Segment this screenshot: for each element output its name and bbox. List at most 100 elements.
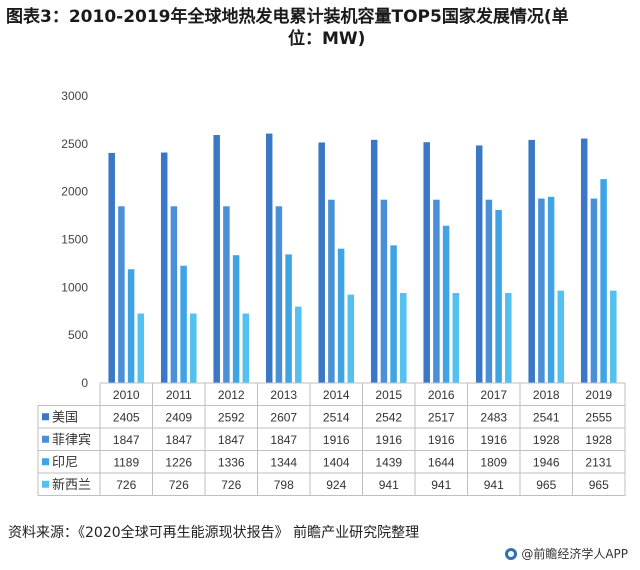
- bar-4-2016: [452, 292, 460, 383]
- bar-4-2019: [610, 290, 617, 383]
- data-label: 941: [379, 478, 399, 492]
- bar-3-2011: [180, 265, 187, 383]
- bar-4-2010: [137, 313, 145, 383]
- data-label: 1847: [218, 433, 245, 447]
- data-label: 2542: [375, 411, 402, 425]
- brand-logo-icon: [505, 547, 518, 560]
- data-label: 1226: [165, 456, 192, 470]
- bar-3-2010: [127, 269, 135, 383]
- data-label: 2555: [585, 411, 612, 425]
- category-label: 2017: [480, 388, 507, 402]
- category-label: 2015: [375, 388, 402, 402]
- bar-3-2018: [547, 196, 555, 383]
- bar-4-2013: [295, 306, 302, 383]
- bar-2-2019: [590, 198, 598, 383]
- data-label: 1344: [270, 456, 297, 470]
- chart-title-line2: 位：MW): [288, 29, 366, 49]
- bar-3-2012: [232, 255, 240, 383]
- bar-1-2013: [265, 133, 273, 383]
- category-label: 2013: [270, 388, 297, 402]
- category-label: 2014: [323, 388, 350, 402]
- category-label: 2018: [533, 388, 560, 402]
- data-label: 2514: [323, 411, 350, 425]
- y-tick-label: 2500: [61, 137, 88, 151]
- bar-1-2018: [528, 139, 535, 383]
- y-tick-label: 1000: [61, 280, 88, 294]
- data-label: 941: [484, 478, 504, 492]
- y-tick-label: 500: [68, 328, 88, 342]
- data-label: 965: [536, 478, 556, 492]
- data-label: 2483: [480, 411, 507, 425]
- data-label: 1336: [218, 456, 245, 470]
- legend-label: 菲律宾: [52, 432, 91, 448]
- legend-label: 新西兰: [52, 477, 91, 493]
- category-label: 2019: [585, 388, 612, 402]
- data-label: 924: [326, 478, 346, 492]
- bar-2-2013: [275, 206, 283, 383]
- brand-label: @前瞻经济学人APP: [521, 547, 628, 561]
- data-label: 1916: [323, 433, 350, 447]
- bar-3-2015: [390, 245, 397, 383]
- legend-swatch: [42, 413, 49, 421]
- bar-3-2016: [442, 225, 450, 383]
- data-label: 1916: [428, 433, 455, 447]
- legend-swatch: [42, 435, 49, 443]
- data-label: 1644: [428, 456, 455, 470]
- data-label: 1439: [375, 456, 402, 470]
- data-label: 965: [589, 478, 609, 492]
- bar-2-2017: [485, 199, 493, 383]
- bar-2-2012: [223, 206, 230, 383]
- bar-3-2019: [600, 179, 607, 383]
- category-label: 2012: [218, 388, 245, 402]
- bar-3-2013: [285, 254, 292, 383]
- data-label: 1809: [480, 456, 507, 470]
- bar-2-2014: [328, 199, 335, 383]
- data-label: 1847: [113, 433, 140, 447]
- bar-4-2012: [242, 313, 250, 383]
- data-label: 2131: [585, 456, 612, 470]
- bar-1-2017: [475, 145, 483, 383]
- category-label: 2011: [166, 388, 192, 402]
- bar-4-2017: [505, 292, 512, 383]
- bar-2-2015: [380, 199, 388, 383]
- data-label: 1916: [375, 433, 402, 447]
- bar-1-2012: [213, 135, 220, 383]
- category-label: 2010: [113, 388, 140, 402]
- data-label: 1404: [323, 456, 350, 470]
- bar-3-2017: [495, 209, 502, 383]
- data-label: 726: [116, 478, 136, 492]
- bar-1-2010: [108, 152, 115, 383]
- chart-title: 图表3：2010-2019年全球地热发电累计装机容量TOP5国家发展情况(单 位…: [6, 6, 634, 50]
- data-label: 2541: [533, 411, 560, 425]
- data-label: 1847: [270, 433, 297, 447]
- bar-1-2014: [318, 142, 325, 383]
- data-label: 1928: [585, 433, 612, 447]
- bar-1-2019: [580, 138, 588, 383]
- bar-4-2018: [557, 290, 565, 383]
- data-label: 2409: [165, 411, 192, 425]
- data-label: 2517: [428, 411, 455, 425]
- bar-4-2014: [347, 294, 355, 383]
- bar-2-2010: [118, 206, 125, 383]
- data-label: 1928: [533, 433, 560, 447]
- data-label: 1189: [113, 456, 139, 470]
- bar-1-2016: [423, 142, 430, 383]
- y-tick-label: 0: [81, 376, 88, 390]
- data-label: 1916: [480, 433, 507, 447]
- data-label: 726: [169, 478, 189, 492]
- y-tick-label: 3000: [61, 89, 88, 103]
- legend-swatch: [42, 458, 49, 466]
- data-label: 941: [431, 478, 451, 492]
- bar-4-2011: [190, 313, 197, 383]
- legend-label: 美国: [52, 411, 78, 426]
- brand-watermark: @前瞻经济学人APP: [505, 545, 628, 562]
- chart-title-line1: 图表3：2010-2019年全球地热发电累计装机容量TOP5国家发展情况(单: [6, 7, 569, 27]
- data-label: 1847: [165, 433, 192, 447]
- bar-1-2015: [370, 139, 378, 383]
- data-label: 2405: [113, 411, 140, 425]
- y-tick-label: 2000: [61, 185, 88, 199]
- data-label: 1946: [533, 456, 560, 470]
- data-label: 726: [221, 478, 241, 492]
- legend-label: 印尼: [52, 456, 78, 471]
